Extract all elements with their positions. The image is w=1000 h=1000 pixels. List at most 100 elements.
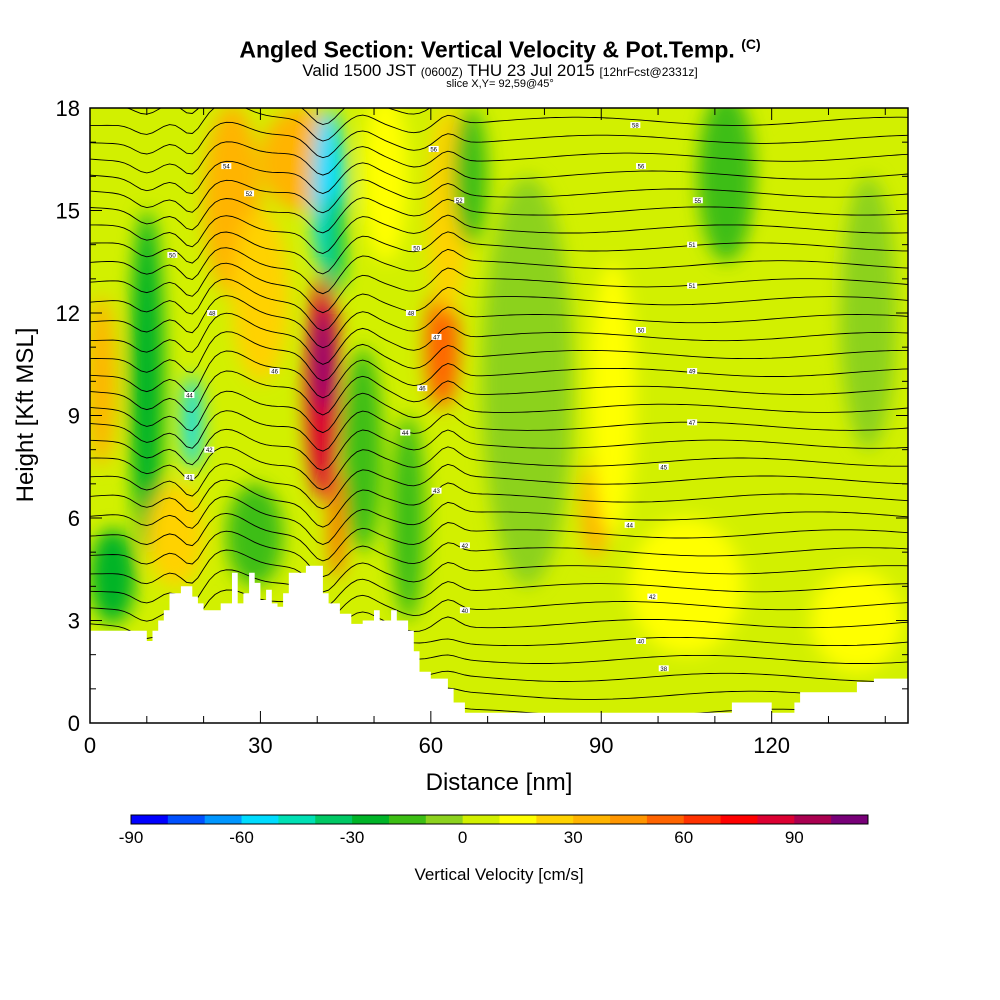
isentrope-label: 52 (246, 192, 253, 198)
isentrope-label: 48 (408, 312, 415, 318)
isentrope-line (90, 231, 908, 275)
velocity-feature-7 (129, 210, 164, 553)
colorbar (130, 814, 869, 825)
isentrope-line (90, 278, 908, 332)
isentrope-line (90, 295, 908, 349)
isentrope-label: 40 (638, 640, 645, 646)
isentrope-label-bg (431, 333, 442, 340)
colorbar-swatch (241, 815, 279, 824)
axis-tick-labels: 0 30 60 90 120 0 3 6 9 12 15 18 (56, 96, 791, 758)
isentrope-label-bg (624, 521, 635, 528)
forecast-label: [12hrFcst@2331z] (599, 65, 698, 79)
colorbar-swatch (683, 815, 722, 824)
colorbar-swatch (204, 815, 243, 824)
isentrope-label-bg (417, 385, 428, 392)
isentrope-label-bg (687, 241, 698, 248)
isentrope-label: 40 (462, 609, 469, 615)
colorbar-frame (130, 814, 869, 825)
colorbar-swatch (573, 815, 611, 824)
y-tick-label: 6 (68, 506, 80, 531)
valid-prefix: Valid 1500 JST (302, 61, 416, 80)
isentrope-label: 50 (169, 253, 176, 259)
velocity-feature-13 (362, 108, 409, 262)
isentrope-line (90, 549, 908, 593)
isentrope-line (90, 247, 908, 295)
colorbar-swatch (352, 815, 390, 824)
isentrope-line (90, 479, 908, 528)
isentrope-label-bg (687, 282, 698, 289)
isentrope-label: 58 (632, 124, 639, 130)
velocity-feature-11 (425, 285, 460, 409)
velocity-feature-19 (589, 261, 636, 536)
isentrope-label-bg (459, 607, 470, 614)
x-tick-label: 30 (248, 733, 272, 758)
isentrope-label-bg (428, 146, 439, 152)
isentrope-label: 51 (689, 243, 696, 249)
velocity-feature-27 (629, 518, 744, 655)
chart-title-text: Angled Section: Vertical Velocity & Pot.… (239, 36, 735, 63)
terrain-profile (90, 565, 908, 723)
isentrope-label-bg (687, 419, 698, 426)
isentrope-label-bg (269, 368, 280, 375)
colorbar-swatch (720, 815, 758, 824)
isentrope-label-bg (636, 327, 647, 334)
isentrope-label-bg (184, 392, 195, 398)
isentrope-line (90, 312, 908, 365)
isentrope-label-bg (400, 429, 411, 436)
colorbar-swatch (610, 815, 648, 824)
y-axis-title: Height [Kft MSL] (12, 328, 39, 503)
velocity-feature-22 (811, 569, 903, 672)
y-tick-label: 18 (56, 96, 80, 121)
isentrope-label-bg (658, 665, 669, 672)
isentrope-label: 46 (271, 370, 278, 376)
isentrope-line (90, 121, 908, 159)
colorbar-swatch (794, 815, 832, 824)
isentrope-label-bg (647, 593, 658, 600)
colorbar-tick-label: -30 (340, 828, 365, 847)
isentrope-line (90, 428, 908, 471)
colorbar-swatch (425, 815, 464, 824)
isentrope-line (90, 390, 908, 434)
colorbar-swatch (499, 815, 537, 824)
y-tick-label: 0 (68, 711, 80, 736)
velocity-feature-17 (481, 176, 573, 587)
isentrope-label-bg (244, 190, 255, 197)
y-tick-label: 12 (56, 301, 80, 326)
colorbar-swatch (536, 815, 574, 824)
colorbar-title: Vertical Velocity [cm/s] (414, 865, 583, 884)
velocity-feature-26 (226, 483, 284, 587)
isentrope-label-bg (687, 368, 698, 375)
x-tick-label: 120 (753, 733, 790, 758)
isentrope-label: 47 (433, 335, 440, 341)
velocity-feature-1 (314, 309, 331, 413)
isentrope-line (90, 530, 908, 578)
isentrope-label: 38 (660, 667, 667, 673)
valid-date: THU 23 Jul 2015 (467, 61, 595, 80)
colorbar-swatch (388, 815, 427, 824)
velocity-feature-16 (453, 108, 488, 245)
isentrope-line (90, 350, 908, 399)
y-tick-label: 3 (68, 609, 80, 634)
isentrope-label-bg (692, 197, 703, 204)
isentrope-label-bg (459, 542, 470, 549)
colorbar-swatch (462, 815, 500, 824)
isentrope-lines (90, 108, 908, 723)
isentrope-label: 41 (186, 476, 193, 482)
isentrope-label: 42 (462, 544, 469, 550)
colorbar-tick-label: 30 (564, 828, 583, 847)
isentrope-labels: 54 52 50 48 46 44 42 41 56 52 50 48 47 46 44 43 42 40 58 56… (167, 122, 703, 673)
isentrope-label: 54 (223, 165, 230, 171)
isentrope-label: 51 (689, 284, 696, 290)
axis-ticks (89, 107, 908, 724)
isentrope-line (90, 569, 908, 608)
isentrope-line (90, 331, 908, 382)
colorbar-tick-label: 60 (674, 828, 693, 847)
colorbar-swatch (757, 815, 795, 824)
colorbar-swatch (315, 815, 353, 824)
isentrope-label-bg (204, 446, 215, 453)
chart-title: Angled Section: Vertical Velocity & Pot.… (0, 36, 1000, 64)
velocity-feature-15 (391, 415, 426, 621)
colorbar-swatch (131, 815, 169, 824)
isentrope-label-bg (431, 487, 442, 494)
